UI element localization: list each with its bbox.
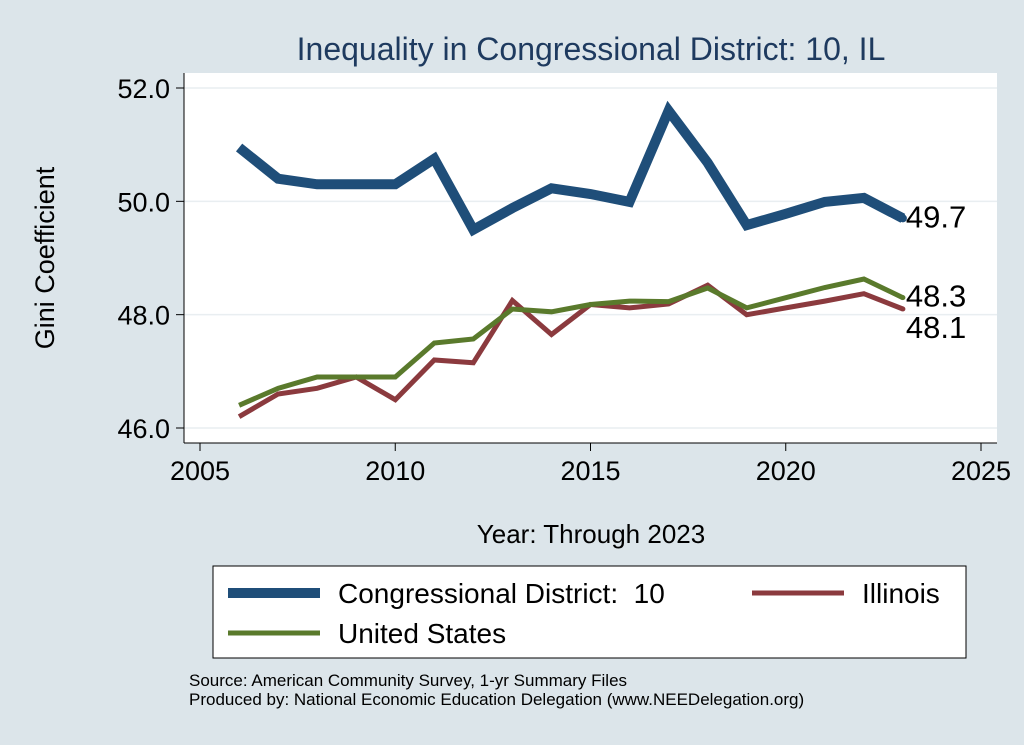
y-tick-label: 46.0 [117, 414, 170, 444]
legend: Congressional District: 10 Illinois Unit… [212, 565, 967, 659]
y-tick-label: 52.0 [117, 74, 170, 104]
x-tick-label: 2015 [560, 456, 620, 486]
x-tick-label: 2010 [365, 456, 425, 486]
source-note: Source: American Community Survey, 1-yr … [189, 671, 804, 709]
series-line-cd10 [235, 100, 906, 237]
end-value-label: 48.3 [906, 279, 966, 314]
axis-ticks: 46.0 48.0 50.0 52.0 2005 2010 2015 2020 2025 [117, 74, 1011, 486]
legend-box [212, 565, 967, 659]
plot-area [184, 73, 997, 443]
legend-label-cd10: Congressional District: 10 [338, 578, 665, 609]
source-line: Source: American Community Survey, 1-yr … [189, 671, 628, 690]
x-tick-label: 2025 [951, 456, 1011, 486]
y-axis-title: Gini Coefficient [30, 166, 60, 349]
end-value-label: 49.7 [906, 199, 966, 234]
end-value-label: 48.1 [906, 310, 966, 345]
series-lines [235, 100, 907, 419]
end-labels: 49.7 48.148.3 [906, 199, 966, 345]
legend-label-us: United States [338, 618, 506, 649]
x-tick-label: 2005 [170, 456, 230, 486]
y-tick-label: 50.0 [117, 187, 170, 217]
produced-by-line: Produced by: National Economic Education… [189, 690, 805, 709]
series-end-point [900, 306, 906, 312]
series-line-us [238, 276, 904, 408]
legend-label-illinois: Illinois [862, 578, 940, 609]
y-tick-label: 48.0 [117, 301, 170, 331]
series-end-point [900, 295, 906, 301]
chart-title: Inequality in Congressional District: 10… [297, 31, 886, 67]
x-tick-label: 2020 [756, 456, 816, 486]
x-axis-title: Year: Through 2023 [477, 519, 705, 549]
series-end-point [898, 214, 907, 223]
